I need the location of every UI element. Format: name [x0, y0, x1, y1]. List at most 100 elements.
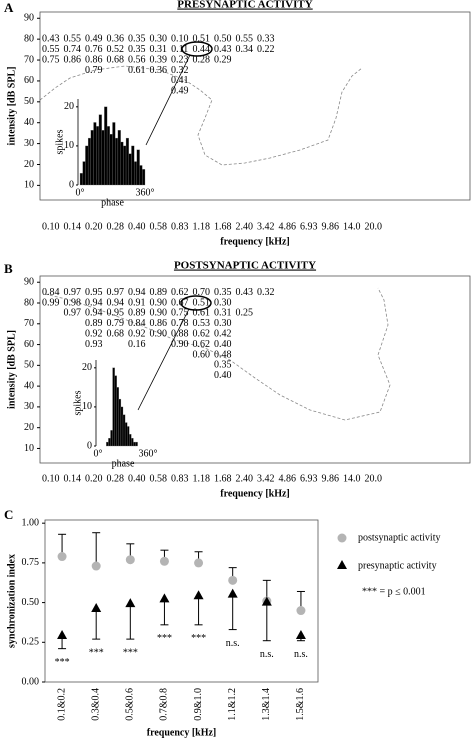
marker	[91, 602, 102, 612]
y-tick-label: 70	[24, 54, 34, 65]
marker	[159, 556, 169, 566]
pointer	[145, 54, 191, 146]
tuning-curve	[44, 287, 391, 421]
y-tick-label: 30	[24, 401, 34, 412]
inset-bar	[117, 130, 121, 186]
inset-bar	[120, 406, 124, 447]
inset-bar	[136, 149, 140, 186]
inset-bar	[108, 438, 111, 447]
inset-bar	[96, 126, 100, 186]
marker	[227, 588, 238, 598]
sync-value: 0.48	[214, 349, 232, 360]
plot-frame	[44, 519, 319, 683]
inset-bar	[131, 438, 134, 447]
sync-value: 0.49	[85, 33, 103, 44]
x-tick-label: 0.20	[85, 473, 103, 484]
y-axis-label: synchronization index	[6, 554, 17, 648]
inset-bar	[104, 106, 108, 186]
sync-value: 0.51	[193, 33, 211, 44]
legend-label: presynaptic activity	[358, 560, 437, 571]
sync-value: 0.97	[64, 308, 82, 319]
y-tick-label: 90	[24, 13, 34, 24]
sync-value: 0.30	[150, 33, 168, 44]
sync-value: 0.94	[128, 287, 146, 298]
panel-title: POSTSYNAPTIC ACTIVITY	[174, 260, 316, 272]
sync-value: 0.70	[193, 287, 211, 298]
x-tick-label: 1.1&1.2	[227, 688, 238, 721]
x-axis-label: frequency [kHz]	[147, 727, 217, 738]
panel-letter: C	[4, 507, 13, 522]
significance: ***	[123, 647, 138, 658]
inset-x-label: phase	[101, 197, 124, 208]
inset-bar	[129, 434, 132, 447]
significance: ***	[157, 633, 172, 644]
x-tick-label: 0.7&0.8	[159, 688, 170, 721]
marker	[193, 590, 204, 600]
x-tick-label: 3.42	[257, 221, 275, 232]
inset-bar	[110, 430, 113, 447]
inset-bar	[115, 137, 119, 186]
marker	[295, 629, 306, 639]
sync-value: 0.84	[42, 287, 60, 298]
sync-value: 0.79	[85, 65, 103, 76]
sync-value: 0.35	[214, 287, 232, 298]
sync-value: 0.40	[214, 339, 232, 350]
inset-bar	[114, 375, 117, 447]
sync-value: 0.16	[128, 339, 146, 350]
x-tick-label: 0.14	[64, 473, 82, 484]
y-tick-label: 0.75	[22, 557, 40, 568]
sync-value: 0.53	[193, 318, 211, 329]
highlight-ring	[181, 41, 213, 57]
y-tick-label: 10	[24, 180, 34, 191]
inset-bar	[133, 441, 136, 447]
sync-value: 0.97	[64, 287, 82, 298]
sync-value: 0.55	[42, 44, 60, 55]
sync-value: 0.49	[171, 86, 189, 97]
sync-value: 0.90	[150, 308, 168, 319]
inset-bar	[131, 145, 135, 186]
sync-value: 0.92	[85, 328, 103, 339]
y-tick-label: 0.00	[22, 676, 40, 687]
sync-value: 0.31	[214, 308, 232, 319]
inset-x-tick-label: 0°	[76, 187, 85, 198]
sync-value: 0.30	[214, 297, 232, 308]
sync-value: 0.29	[214, 54, 232, 65]
sync-value: 0.94	[85, 308, 103, 319]
sync-value: 0.35	[214, 360, 232, 371]
sync-value: 0.43	[42, 33, 60, 44]
sync-value: 0.44	[193, 44, 211, 55]
inset-x-tick-label: 360°	[139, 448, 158, 459]
x-tick-label: 0.58	[150, 221, 168, 232]
sync-value: 0.39	[150, 54, 168, 65]
x-axis-label: frequency [kHz]	[220, 488, 290, 499]
significance: ***	[191, 633, 206, 644]
x-tick-label: 4.86	[279, 221, 297, 232]
sync-value: 0.36	[107, 33, 125, 44]
sync-value: 0.40	[214, 370, 232, 381]
y-tick-label: 1.00	[22, 517, 40, 528]
sync-value: 0.95	[85, 287, 103, 298]
sync-value: 0.34	[236, 44, 254, 55]
sync-value: 0.56	[128, 54, 146, 65]
x-tick-label: 0.10	[42, 221, 60, 232]
sync-value: 0.67	[171, 297, 189, 308]
x-tick-label: 20.0	[365, 221, 383, 232]
x-tick-label: 0.14	[64, 221, 82, 232]
x-tick-label: 20.0	[365, 473, 383, 484]
y-tick-label: 40	[24, 380, 34, 391]
inset-bar	[90, 130, 94, 186]
sync-value: 0.92	[128, 328, 146, 339]
x-tick-label: 0.9&1.0	[193, 688, 204, 721]
x-tick-label: 0.1&0.2	[56, 688, 67, 721]
y-tick-label: 80	[24, 33, 34, 44]
sync-value: 0.22	[257, 44, 275, 55]
significance: ***	[55, 657, 70, 668]
sync-value: 0.61	[128, 65, 146, 76]
x-tick-label: 9.86	[322, 473, 340, 484]
y-axis-label: intensity [dB SPL]	[6, 330, 17, 409]
sync-value: 0.89	[150, 287, 168, 298]
y-axis-label: intensity [dB SPL]	[6, 67, 17, 146]
x-tick-label: 0.83	[171, 473, 189, 484]
sync-value: 0.52	[107, 44, 125, 55]
sync-value: 0.62	[171, 287, 189, 298]
